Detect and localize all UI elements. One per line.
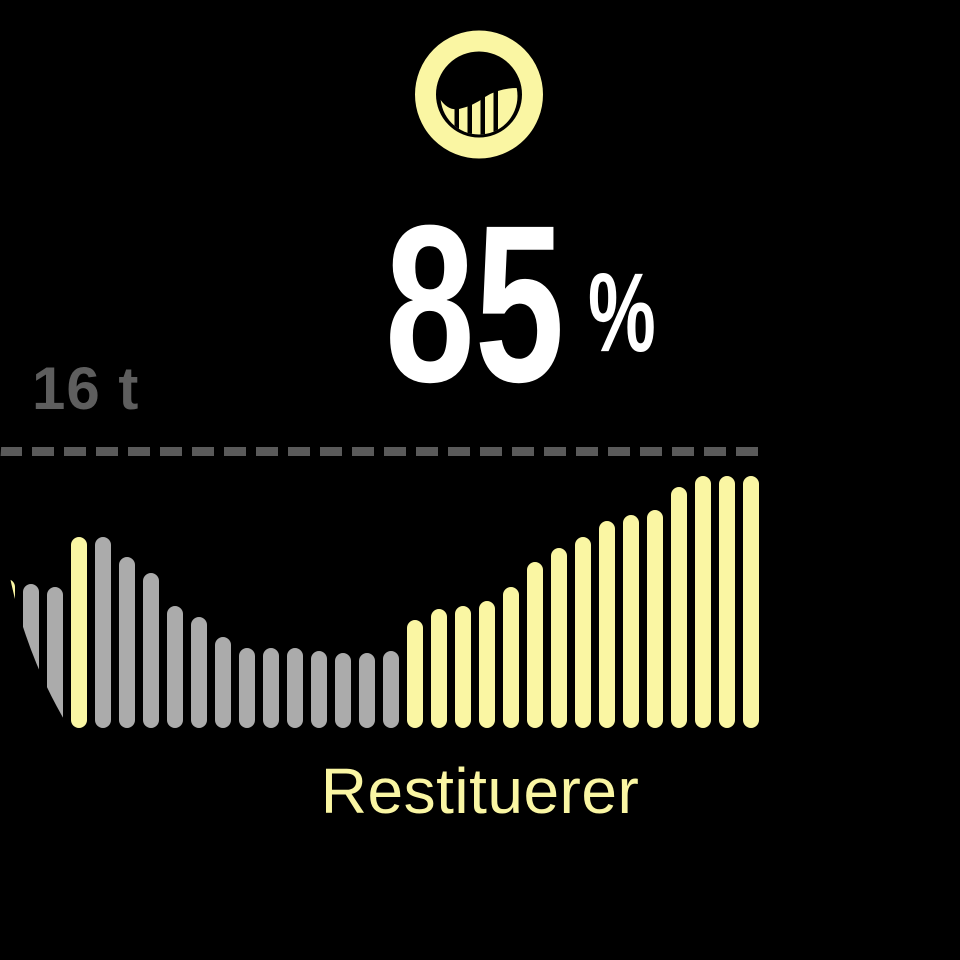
max-level-dashed-line xyxy=(0,447,760,456)
chart-bar xyxy=(551,548,567,728)
chart-bar xyxy=(263,648,279,728)
chart-bar xyxy=(431,609,447,728)
chart-bar xyxy=(527,562,543,728)
chart-bar xyxy=(623,515,639,728)
chart-bar xyxy=(575,537,591,728)
chart-bar xyxy=(455,606,471,728)
recovery-resources-ring-icon xyxy=(414,30,544,160)
percent-unit: % xyxy=(588,250,656,375)
chart-bar xyxy=(95,537,111,728)
chart-bar xyxy=(71,537,87,728)
chart-bar xyxy=(719,476,735,728)
chart-bar xyxy=(47,587,63,728)
chart-bar xyxy=(191,617,207,728)
chart-bar xyxy=(407,620,423,728)
chart-bar xyxy=(671,487,687,728)
chart-bar xyxy=(383,651,399,728)
resource-percentage-value: 85 xyxy=(385,179,565,429)
chart-bar xyxy=(0,579,15,728)
chart-bar xyxy=(311,651,327,728)
resources-gauge-glyph xyxy=(415,30,543,159)
chart-bar xyxy=(695,476,711,728)
chart-bar xyxy=(215,637,231,728)
chart-bar xyxy=(239,648,255,728)
chart-bar xyxy=(119,557,135,728)
chart-bar xyxy=(167,606,183,728)
time-span-label: 16 t xyxy=(32,355,140,422)
chart-bar xyxy=(287,648,303,728)
chart-bar xyxy=(503,587,519,728)
chart-bar xyxy=(23,584,39,728)
status-label: Restituerer xyxy=(320,755,640,827)
chart-bar xyxy=(335,653,351,728)
chart-bar xyxy=(143,573,159,728)
chart-bar xyxy=(743,476,759,728)
chart-bar xyxy=(479,601,495,728)
chart-bar xyxy=(359,653,375,728)
chart-bar xyxy=(647,510,663,728)
chart-bar xyxy=(599,521,615,728)
